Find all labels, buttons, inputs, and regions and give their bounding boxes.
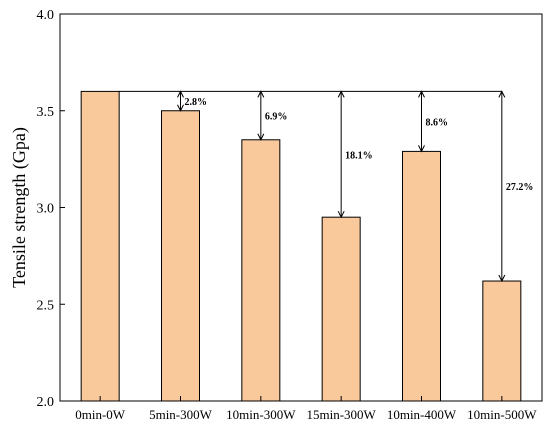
plot-frame	[59, 13, 543, 402]
bars-group	[80, 90, 522, 402]
bar-5min-300W	[161, 110, 200, 402]
bar-15min-300W	[321, 216, 361, 402]
reduction-label: 27.2%	[506, 182, 534, 193]
arrowhead-up	[337, 90, 345, 98]
y-tick-label: 4.0	[37, 8, 55, 23]
arrowhead-down	[498, 274, 506, 283]
arrowhead-down	[337, 210, 345, 219]
reduction-label: 2.8%	[185, 97, 208, 108]
arrowhead-up	[418, 90, 425, 98]
arrowhead-down	[257, 133, 265, 141]
x-tick-label: 10min-500W	[467, 407, 537, 422]
bar-0min-0W	[80, 90, 120, 402]
y-tick-label: 2.5	[37, 298, 55, 313]
x-tick-label: 0min-0W	[75, 407, 126, 422]
x-tick-label: 10min-400W	[387, 407, 457, 422]
x-tick-label: 5min-300W	[149, 407, 213, 422]
x-tick-label: 15min-300W	[307, 407, 377, 422]
arrowhead-up	[498, 90, 506, 98]
reduction-annotations: 2.8% 6.9% 18.1% 8.6% 27.2%	[119, 90, 534, 283]
bar-10min-500W	[482, 280, 522, 402]
y-tick-label: 3.0	[37, 202, 55, 217]
reduction-label: 6.9%	[265, 112, 288, 123]
x-tick-label: 10min-300W	[226, 407, 296, 422]
y-tick-label: 2.0	[37, 395, 55, 410]
y-tick-label: 3.5	[37, 105, 55, 120]
x-axis-labels: 0min-0W 5min-300W 10min-300W 15min-300W 10mi…	[75, 396, 537, 422]
bar-10min-300W	[241, 139, 281, 402]
bar-10min-400W	[402, 150, 441, 402]
y-axis-ticks: 2.0 2.5 3.0 3.5 4.0	[37, 8, 65, 410]
reduction-label: 8.6%	[426, 117, 449, 128]
arrowhead-down	[177, 104, 184, 112]
arrowhead-up	[177, 90, 184, 98]
reduction-label: 18.1%	[345, 150, 373, 161]
arrowhead-down	[418, 145, 425, 153]
arrowhead-up	[257, 90, 265, 98]
y-axis-title: Tensile strength (Gpa)	[9, 127, 30, 288]
